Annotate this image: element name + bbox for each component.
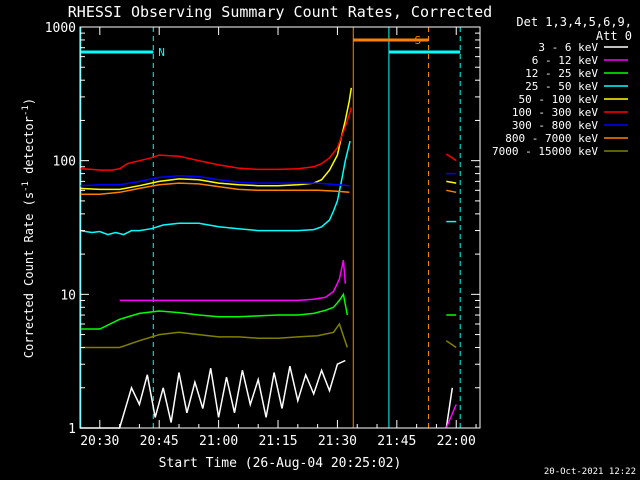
- series-line-1-1: [445, 404, 457, 429]
- y-axis-label-sup1: -1: [21, 181, 31, 192]
- legend-title-2: Att 0: [596, 29, 632, 43]
- series-line-8-0: [80, 322, 349, 349]
- legend-label-3: 25 - 50 keV: [525, 80, 598, 93]
- y-axis-label: Corrected Count Rate (s-1 detector-1): [21, 98, 36, 358]
- series-line-8-1: [445, 340, 457, 349]
- x-tick-label-20:30: 20:30: [80, 434, 119, 449]
- x-tick-label-21:00: 21:00: [199, 434, 238, 449]
- series-line-0-1: [445, 387, 454, 429]
- series-line-1-0: [119, 260, 347, 302]
- flag-label-S: S: [415, 34, 422, 47]
- y-axis-label-end: ): [22, 98, 36, 105]
- series-line-5-1: [445, 153, 457, 162]
- series-line-5-0: [79, 107, 353, 171]
- chart-title: RHESSI Observing Summary Count Rates, Co…: [68, 3, 492, 21]
- x-tick-label-21:45: 21:45: [377, 434, 416, 449]
- flag-label-N: N: [158, 46, 165, 59]
- y-tick-label-1000: 1000: [45, 21, 76, 36]
- series-line-6-0: [79, 175, 350, 187]
- plot-frame: [79, 26, 481, 429]
- y-axis-label-mid: detector: [22, 116, 36, 181]
- legend-title-1: Det 1,3,4,5,6,9,: [516, 15, 632, 29]
- y-axis-label-main: Corrected Count Rate (s: [22, 192, 36, 358]
- x-tick-label-21:30: 21:30: [318, 434, 357, 449]
- x-tick-label-22:00: 22:00: [437, 434, 476, 449]
- series-line-7-1: [446, 189, 457, 194]
- x-tick-label-21:15: 21:15: [258, 434, 297, 449]
- series-line-3-0: [79, 140, 351, 236]
- legend-label-7: 800 - 7000 keV: [505, 132, 598, 145]
- y-axis-label-sup2: -1: [21, 105, 31, 116]
- legend-label-2: 12 - 25 keV: [525, 67, 598, 80]
- legend-label-0: 3 - 6 keV: [538, 41, 598, 54]
- legend-label-8: 7000 - 15000 keV: [492, 145, 598, 158]
- series-line-2-0: [80, 292, 349, 330]
- series-line-7-0: [80, 182, 350, 196]
- legend-label-1: 6 - 12 keV: [532, 54, 599, 67]
- series-line-0-0: [80, 359, 346, 429]
- y-tick-label-100: 100: [53, 155, 76, 170]
- y-tick-label-10: 10: [60, 288, 76, 303]
- legend-label-6: 300 - 800 keV: [512, 119, 598, 132]
- x-tick-label-20:45: 20:45: [140, 434, 179, 449]
- series-line-4-1: [446, 180, 457, 184]
- legend-label-4: 50 - 100 keV: [519, 93, 599, 106]
- y-tick-label-1: 1: [68, 422, 76, 437]
- axes: 20:30 20:45 21:00 21:15 21:30 21:45 22:00 1 10 10…: [45, 21, 480, 449]
- legend-label-5: 100 - 300 keV: [512, 106, 598, 119]
- timestamp: 20-Oct-2021 12:22: [544, 467, 636, 477]
- x-axis-label: Start Time (26-Aug-04 20:25:02): [159, 456, 402, 471]
- plot-area: NS: [79, 27, 461, 429]
